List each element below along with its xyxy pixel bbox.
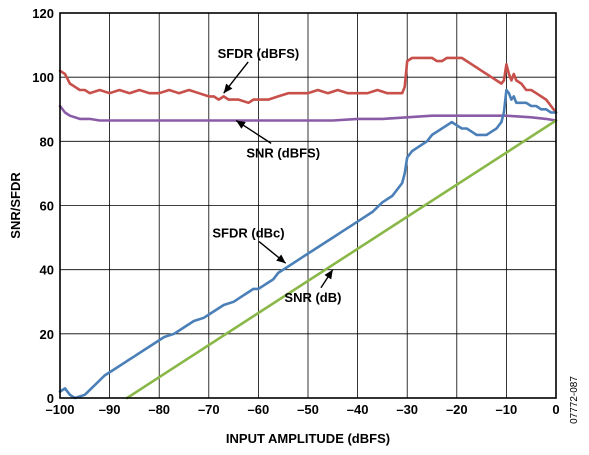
grid (60, 13, 556, 398)
x-tick-label: –80 (148, 402, 170, 417)
x-tick-label: 0 (552, 402, 559, 417)
annotation-arrowhead (236, 120, 246, 129)
x-tick-label: –70 (198, 402, 220, 417)
y-tick-label: 40 (40, 263, 54, 278)
y-tick-label: 120 (32, 6, 54, 21)
annotation-arrowhead (276, 254, 286, 264)
series-line-snr-dbfs (58, 104, 558, 122)
plot-frame (59, 12, 557, 399)
annotation-label: SFDR (dBFS) (218, 46, 300, 61)
y-tick-label: 100 (32, 70, 54, 85)
x-tick-label: –30 (396, 402, 418, 417)
annotations: SFDR (dBFS) SNR (dBFS) SFDR (dBc) SNR (dB) (212, 46, 341, 305)
y-tick-label: 20 (40, 327, 54, 342)
x-tick-label: –90 (99, 402, 121, 417)
annotation-arrowhead (324, 269, 333, 280)
series-layer (58, 56, 558, 400)
series-line-sfdr-dbc (58, 88, 558, 400)
x-tick-label: –20 (446, 402, 468, 417)
annotation-label: SNR (dBFS) (246, 145, 320, 160)
y-tick-labels: 0 20 40 60 80 100 120 (32, 6, 54, 406)
y-axis-title: SNR/SFDR (8, 172, 23, 239)
x-tick-label: –60 (248, 402, 270, 417)
y-tick-label: 0 (47, 391, 54, 406)
x-tick-label: –100 (46, 402, 75, 417)
x-axis-title: INPUT AMPLITUDE (dBFS) (226, 431, 390, 446)
x-tick-label: –50 (297, 402, 319, 417)
annotation-label: SNR (dB) (284, 290, 341, 305)
annotation-label: SFDR (dBc) (212, 226, 284, 241)
x-tick-label: –10 (496, 402, 518, 417)
series-line-snr-db (125, 119, 558, 400)
figure-id: 07772-087 (569, 376, 580, 424)
y-tick-label: 60 (40, 199, 54, 214)
x-tick-label: –40 (347, 402, 369, 417)
annotation-arrowhead (223, 83, 233, 94)
x-tick-labels: –100 –90 –80 –70 –60 –50 –40 –30 –20 –10 0 (46, 402, 560, 417)
y-tick-label: 80 (40, 134, 54, 149)
series-line-sfdr-dbfs (58, 56, 558, 114)
